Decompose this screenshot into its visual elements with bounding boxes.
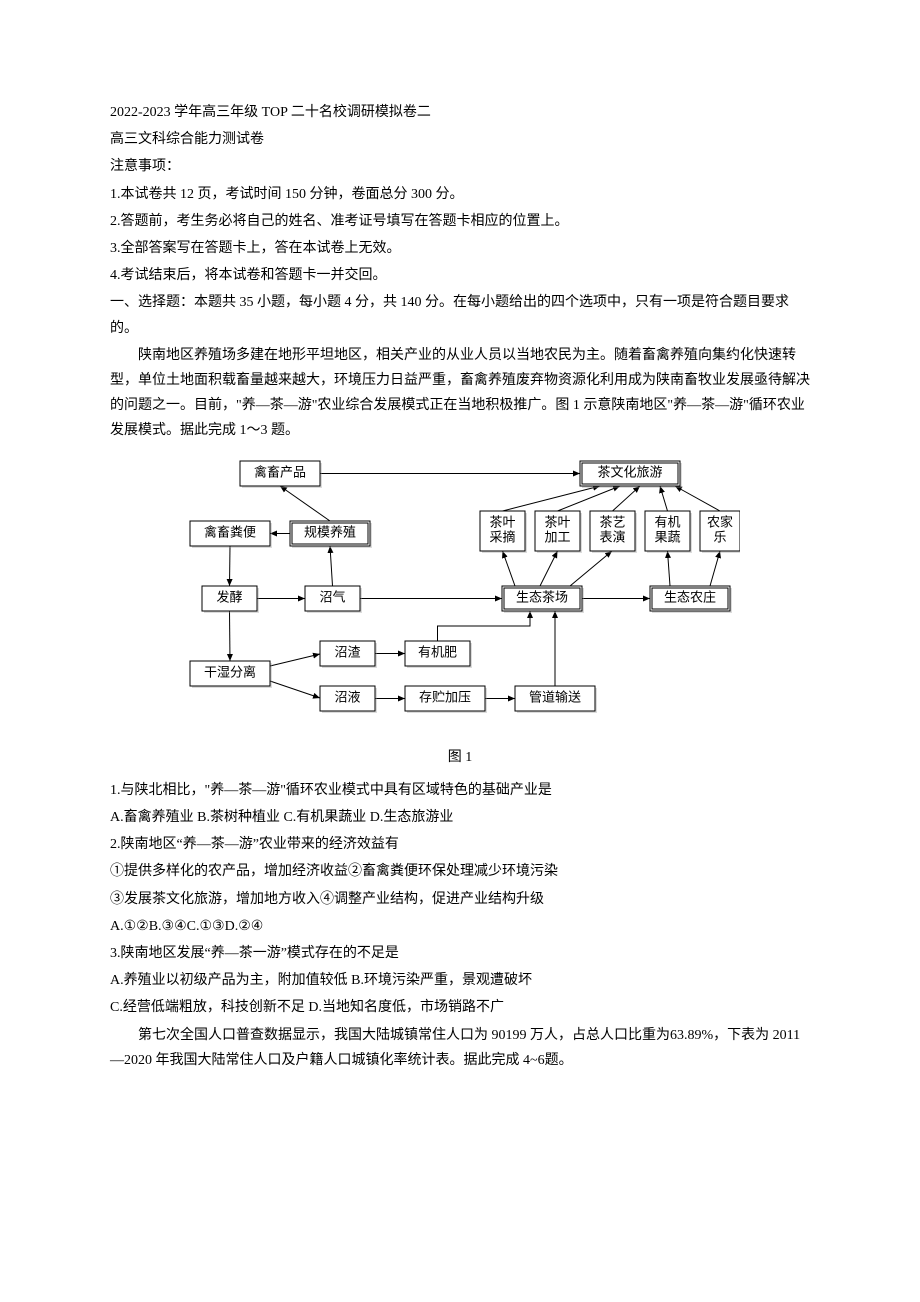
figure-caption: 图 1 [110, 745, 810, 770]
q3-line2: C.经营低端粗放，科技创新不足 D.当地知名度低，市场销路不广 [110, 995, 810, 1020]
flowchart-svg: 禽畜产品茶文化旅游禽畜粪便规模养殖茶叶采摘茶叶加工茶艺表演有机果蔬农家乐发酵沼气… [180, 451, 740, 731]
svg-text:表演: 表演 [599, 530, 625, 545]
passage-1: 陕南地区养殖场多建在地形平坦地区，相关产业的从业人员以当地农民为主。随着畜禽养殖… [110, 343, 810, 444]
notice-item: 4.考试结束后，将本试卷和答题卡一并交回。 [110, 263, 810, 288]
svg-text:规模养殖: 规模养殖 [304, 525, 356, 540]
svg-text:沼渣: 沼渣 [334, 645, 360, 660]
svg-text:沼气: 沼气 [319, 590, 345, 605]
svg-text:茶叶: 茶叶 [544, 515, 570, 530]
q2-stem: 2.陕南地区“养—茶—游”农业带来的经济效益有 [110, 832, 810, 857]
q3-stem: 3.陕南地区发展“养—茶一游”模式存在的不足是 [110, 941, 810, 966]
exam-subtitle: 高三文科综合能力测试卷 [110, 127, 810, 152]
q1-options: A.畜禽养殖业 B.茶树种植业 C.有机果蔬业 D.生态旅游业 [110, 805, 810, 830]
section-heading: 一、选择题：本题共 35 小题，每小题 4 分，共 140 分。在每小题给出的四… [110, 290, 810, 340]
svg-text:茶叶: 茶叶 [489, 515, 515, 530]
exam-title: 2022-2023 学年高三年级 TOP 二十名校调研模拟卷二 [110, 100, 810, 125]
q2-sub2: ③发展茶文化旅游，增加地方收入④调整产业结构，促进产业结构升级 [110, 887, 810, 912]
svg-text:采摘: 采摘 [489, 530, 515, 545]
svg-text:茶文化旅游: 茶文化旅游 [597, 465, 662, 480]
svg-text:禽畜粪便: 禽畜粪便 [204, 525, 256, 540]
q1-stem: 1.与陕北相比，"养—茶—游"循环农业模式中具有区域特色的基础产业是 [110, 778, 810, 803]
svg-text:有机肥: 有机肥 [418, 645, 457, 660]
svg-text:生态茶场: 生态茶场 [516, 590, 568, 605]
svg-text:沼液: 沼液 [334, 690, 360, 705]
passage-2: 第七次全国人口普查数据显示，我国大陆城镇常住人口为 90199 万人，占总人口比… [110, 1023, 810, 1073]
notice-heading: 注意事项： [110, 154, 810, 179]
svg-text:农家: 农家 [707, 515, 733, 530]
svg-text:发酵: 发酵 [216, 590, 242, 605]
svg-text:干湿分离: 干湿分离 [204, 665, 256, 680]
svg-text:茶艺: 茶艺 [599, 515, 625, 530]
svg-text:生态农庄: 生态农庄 [664, 590, 716, 605]
q3-line1: A.养殖业以初级产品为主，附加值较低 B.环境污染严重，景观遭破坏 [110, 968, 810, 993]
svg-text:有机: 有机 [654, 515, 680, 530]
figure-1: 禽畜产品茶文化旅游禽畜粪便规模养殖茶叶采摘茶叶加工茶艺表演有机果蔬农家乐发酵沼气… [110, 451, 810, 769]
svg-text:加工: 加工 [544, 530, 570, 545]
q2-options: A.①②B.③④C.①③D.②④ [110, 914, 810, 939]
notice-item: 1.本试卷共 12 页，考试时间 150 分钟，卷面总分 300 分。 [110, 182, 810, 207]
svg-text:乐: 乐 [713, 530, 726, 545]
notice-item: 2.答题前，考生务必将自己的姓名、准考证号填写在答题卡相应的位置上。 [110, 209, 810, 234]
svg-text:管道输送: 管道输送 [529, 690, 581, 705]
svg-text:禽畜产品: 禽畜产品 [254, 465, 306, 480]
svg-text:存贮加压: 存贮加压 [419, 690, 471, 705]
q2-sub1: ①提供多样化的农产品，增加经济收益②畜禽粪便环保处理减少环境污染 [110, 859, 810, 884]
notice-item: 3.全部答案写在答题卡上，答在本试卷上无效。 [110, 236, 810, 261]
svg-text:果蔬: 果蔬 [654, 530, 680, 545]
